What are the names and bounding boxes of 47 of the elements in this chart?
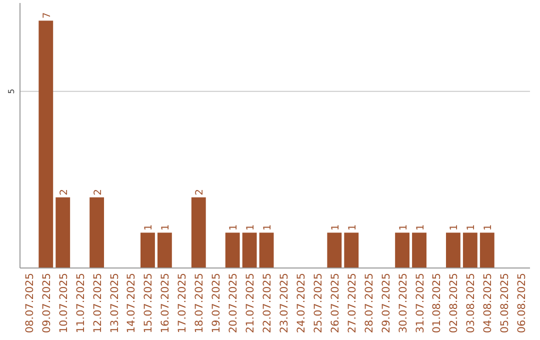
data-label: 1: [228, 224, 240, 231]
x-tick-label: 26.07.2025: [329, 273, 342, 334]
x-tick-label: 11.07.2025: [74, 273, 87, 334]
data-label: 1: [262, 224, 274, 231]
x-tick-label: 18.07.2025: [194, 273, 206, 334]
data-label: 1: [449, 224, 460, 231]
x-tick-label: 16.07.2025: [160, 273, 172, 334]
data-label: 1: [466, 224, 478, 231]
data-label: 2: [58, 188, 70, 196]
x-tick-label: 19.07.2025: [210, 273, 223, 334]
x-tick-label: 04.08.2025: [482, 273, 494, 334]
x-tick-label: 28.07.2025: [363, 273, 376, 334]
x-tick-label: 08.07.2025: [24, 273, 36, 334]
x-tick-label: 12.07.2025: [92, 273, 104, 334]
data-label: 1: [246, 224, 257, 231]
data-label: 1: [347, 224, 358, 231]
x-tick-label: 13.07.2025: [108, 273, 121, 334]
x-tick-label: 09.07.2025: [40, 273, 53, 334]
x-tick-label: 01.08.2025: [431, 273, 444, 334]
x-tick-label: 30.07.2025: [397, 273, 410, 334]
x-tick-label: 06.08.2025: [516, 273, 528, 334]
x-tick-label: 10.07.2025: [58, 273, 70, 334]
x-tick-label: 21.07.2025: [244, 273, 257, 334]
data-label: 1: [415, 224, 426, 231]
x-tick-label: 14.07.2025: [126, 273, 138, 334]
x-tick-label: 17.07.2025: [176, 273, 189, 334]
x-tick-label: 24.07.2025: [295, 273, 308, 334]
x-tick-label: 25.07.2025: [312, 273, 324, 334]
data-label: 2: [92, 188, 104, 196]
data-label: 2: [194, 188, 206, 196]
x-tick-label: 02.08.2025: [448, 273, 460, 334]
x-tick-label: 20.07.2025: [228, 273, 240, 334]
x-tick-label: 23.07.2025: [278, 273, 290, 334]
x-tick-label: 15.07.2025: [142, 273, 155, 334]
data-label: 7: [42, 12, 53, 19]
x-tick-label: 22.07.2025: [262, 273, 274, 334]
data-label: 1: [483, 224, 494, 231]
data-label: 1: [330, 224, 342, 231]
y-tick-label: 5: [7, 88, 16, 94]
x-tick-label: 27.07.2025: [346, 273, 358, 334]
x-tick-label: 29.07.2025: [380, 273, 392, 334]
data-label: 1: [144, 224, 155, 231]
x-tick-label: 03.08.2025: [465, 273, 478, 334]
x-tick-label: 31.07.2025: [414, 273, 426, 334]
data-label: 1: [398, 224, 410, 231]
data-label: 1: [160, 224, 172, 231]
x-tick-label: 05.08.2025: [499, 273, 512, 334]
